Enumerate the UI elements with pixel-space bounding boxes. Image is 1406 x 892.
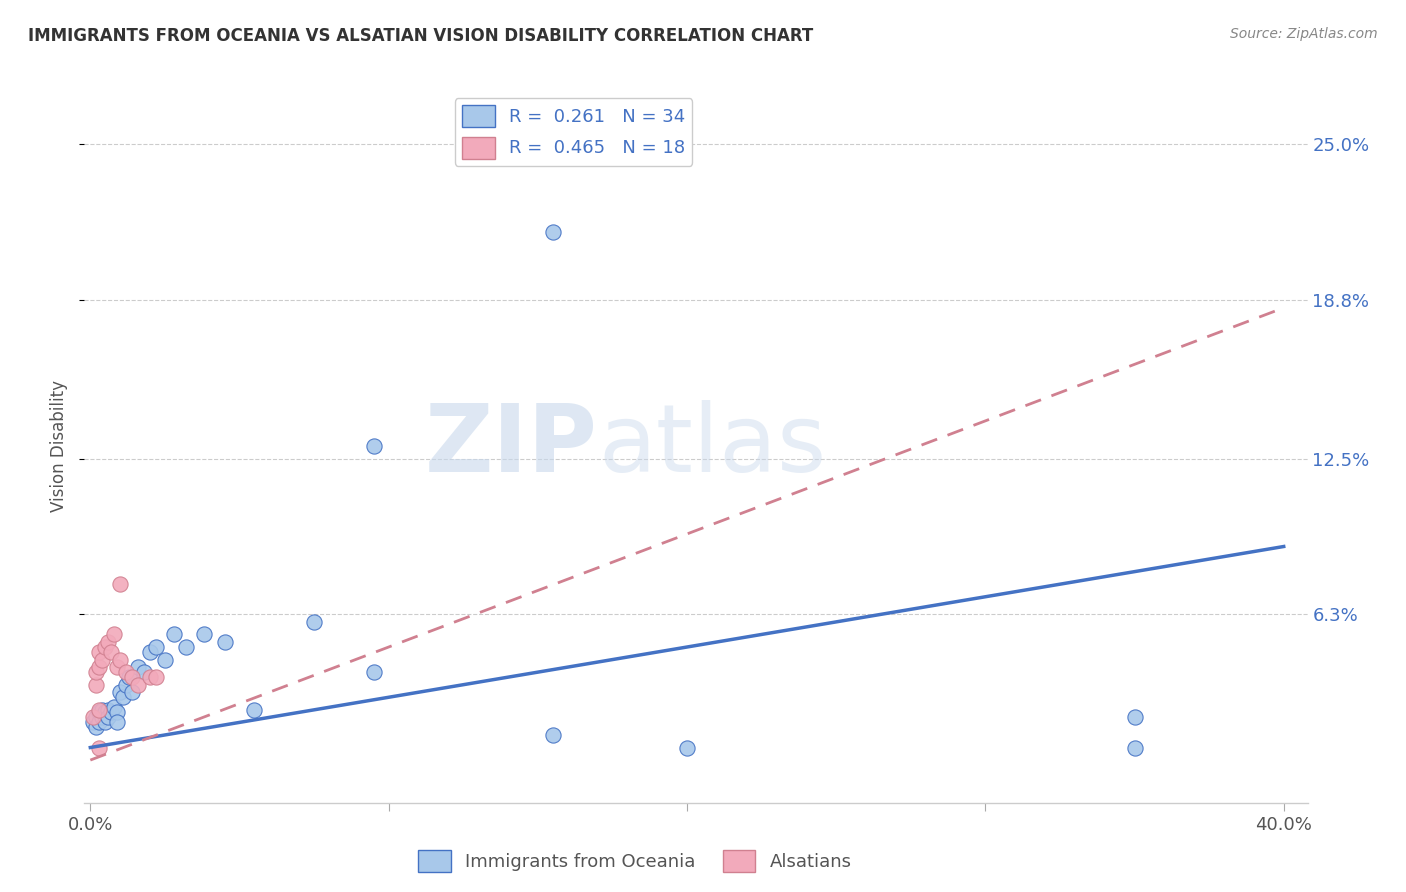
Point bbox=[153, 652, 176, 666]
Point bbox=[89, 740, 111, 755]
Point bbox=[1123, 710, 1146, 724]
Point bbox=[89, 715, 111, 730]
Point bbox=[363, 665, 385, 680]
Point bbox=[91, 652, 114, 666]
Point bbox=[214, 635, 236, 649]
Point bbox=[91, 703, 114, 717]
Point bbox=[84, 720, 107, 734]
Point bbox=[1123, 740, 1146, 755]
Point bbox=[89, 706, 111, 720]
Point bbox=[84, 710, 107, 724]
Point bbox=[105, 715, 128, 730]
Point bbox=[89, 660, 111, 674]
Point bbox=[121, 670, 143, 684]
Point bbox=[103, 627, 125, 641]
Point bbox=[139, 645, 162, 659]
Text: Source: ZipAtlas.com: Source: ZipAtlas.com bbox=[1230, 27, 1378, 41]
Text: ZIP: ZIP bbox=[425, 400, 598, 492]
Point bbox=[105, 660, 128, 674]
Point bbox=[145, 670, 167, 684]
Point bbox=[174, 640, 197, 654]
Point bbox=[103, 700, 125, 714]
Point bbox=[94, 715, 117, 730]
Point bbox=[145, 640, 167, 654]
Point bbox=[89, 703, 111, 717]
Point bbox=[676, 740, 699, 755]
Point bbox=[193, 627, 215, 641]
Point bbox=[243, 703, 266, 717]
Point bbox=[97, 635, 120, 649]
Point bbox=[82, 715, 104, 730]
Legend: Immigrants from Oceania, Alsatians: Immigrants from Oceania, Alsatians bbox=[411, 843, 859, 880]
Point bbox=[541, 728, 564, 742]
Point bbox=[163, 627, 186, 641]
Point bbox=[89, 645, 111, 659]
Text: atlas: atlas bbox=[598, 400, 827, 492]
Point bbox=[108, 577, 131, 591]
Point bbox=[115, 665, 138, 680]
Point bbox=[82, 710, 104, 724]
Point bbox=[84, 665, 107, 680]
Point bbox=[127, 678, 149, 692]
Point bbox=[100, 645, 122, 659]
Point bbox=[115, 678, 138, 692]
Point bbox=[97, 710, 120, 724]
Point bbox=[302, 615, 325, 629]
Point bbox=[91, 710, 114, 724]
Point bbox=[139, 670, 162, 684]
Point bbox=[112, 690, 135, 705]
Point bbox=[97, 703, 120, 717]
Point bbox=[121, 685, 143, 699]
Point bbox=[105, 706, 128, 720]
Point bbox=[132, 665, 155, 680]
Y-axis label: Vision Disability: Vision Disability bbox=[51, 380, 69, 512]
Text: IMMIGRANTS FROM OCEANIA VS ALSATIAN VISION DISABILITY CORRELATION CHART: IMMIGRANTS FROM OCEANIA VS ALSATIAN VISI… bbox=[28, 27, 813, 45]
Point bbox=[108, 685, 131, 699]
Point bbox=[94, 640, 117, 654]
Point bbox=[84, 678, 107, 692]
Point bbox=[94, 706, 117, 720]
Point bbox=[108, 652, 131, 666]
Point bbox=[541, 226, 564, 240]
Point bbox=[100, 706, 122, 720]
Point bbox=[118, 670, 141, 684]
Point bbox=[127, 660, 149, 674]
Point bbox=[363, 439, 385, 453]
